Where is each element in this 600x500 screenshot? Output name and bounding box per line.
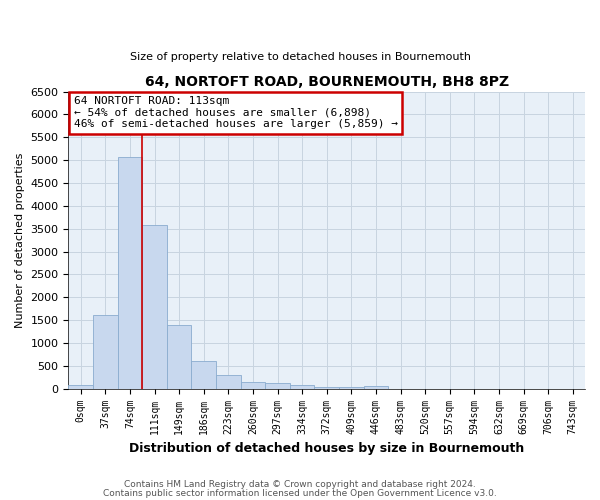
Text: Contains HM Land Registry data © Crown copyright and database right 2024.: Contains HM Land Registry data © Crown c… xyxy=(124,480,476,489)
Text: Size of property relative to detached houses in Bournemouth: Size of property relative to detached ho… xyxy=(130,52,470,62)
Text: Contains public sector information licensed under the Open Government Licence v3: Contains public sector information licen… xyxy=(103,488,497,498)
Bar xyxy=(118,157,142,388)
Bar xyxy=(314,386,339,388)
Bar xyxy=(364,386,388,388)
Y-axis label: Number of detached properties: Number of detached properties xyxy=(15,152,25,328)
Bar xyxy=(290,384,314,388)
Bar xyxy=(265,383,290,388)
Text: 64 NORTOFT ROAD: 113sqm
← 54% of detached houses are smaller (6,898)
46% of semi: 64 NORTOFT ROAD: 113sqm ← 54% of detache… xyxy=(74,96,398,129)
Bar xyxy=(241,382,265,388)
Bar xyxy=(68,386,93,388)
Bar xyxy=(167,324,191,388)
X-axis label: Distribution of detached houses by size in Bournemouth: Distribution of detached houses by size … xyxy=(129,442,524,455)
Bar xyxy=(191,361,216,388)
Bar xyxy=(93,314,118,388)
Bar xyxy=(142,225,167,388)
Title: 64, NORTOFT ROAD, BOURNEMOUTH, BH8 8PZ: 64, NORTOFT ROAD, BOURNEMOUTH, BH8 8PZ xyxy=(145,75,509,89)
Bar xyxy=(216,375,241,388)
